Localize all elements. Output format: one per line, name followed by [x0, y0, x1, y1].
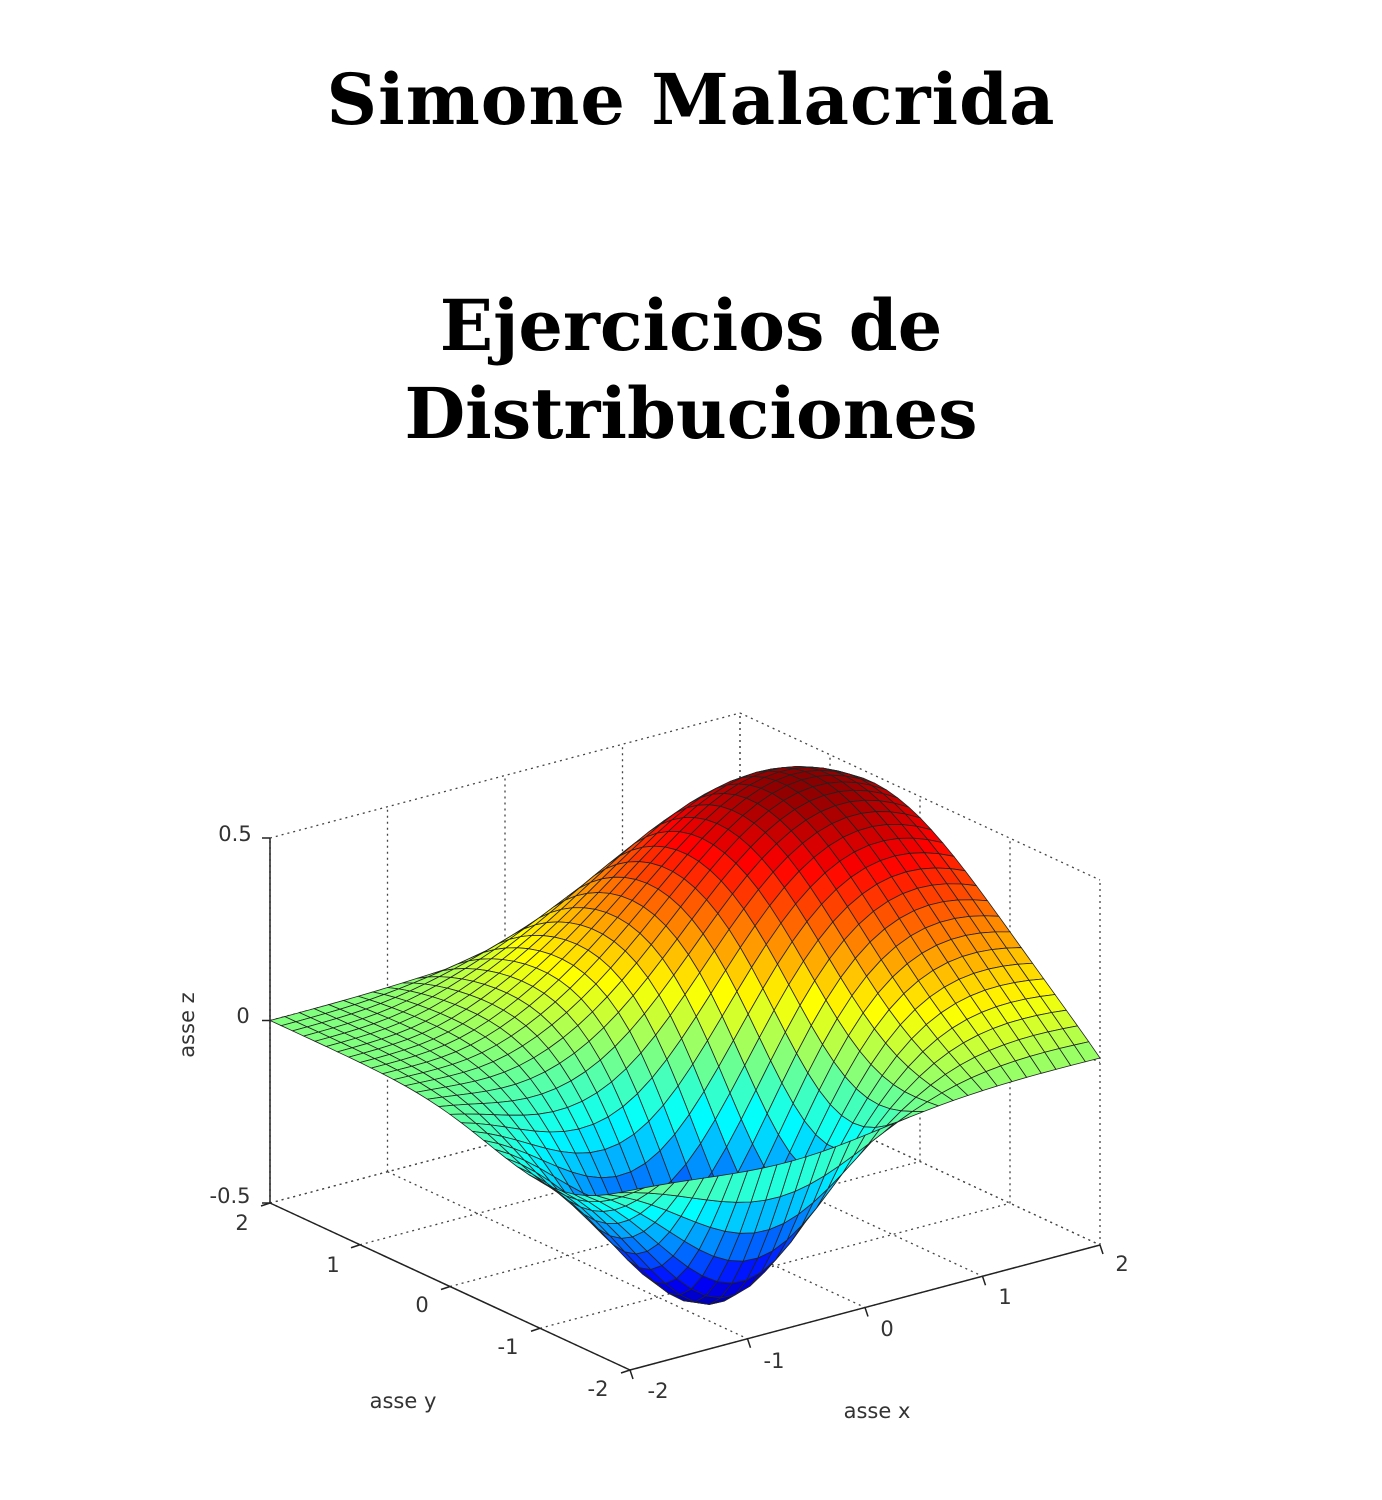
y-axis-label: asse y: [370, 1389, 437, 1413]
x-axis-label: asse x: [844, 1399, 911, 1423]
y-tick: [260, 1202, 271, 1207]
y-tick: [350, 1244, 361, 1249]
surface-patch: [618, 1187, 645, 1194]
x-tick-label: 1: [998, 1285, 1011, 1309]
axes: [260, 837, 1104, 1380]
y-tick-label: 1: [326, 1253, 339, 1277]
labels: 0.5 0 -0.5 asse z 2 1 0 -1 -2 asse y -2 …: [175, 822, 1129, 1423]
x-tick: [1099, 1244, 1104, 1255]
x-tick: [981, 1276, 987, 1286]
z-tick-label: 0: [236, 1004, 249, 1028]
y-tick: [440, 1285, 451, 1291]
z-tick-label: 0.5: [218, 822, 251, 846]
y-tick: [620, 1369, 631, 1374]
x-tick: [864, 1307, 869, 1317]
x-tick-label: 2: [1115, 1252, 1128, 1276]
z-axis-label: asse z: [175, 992, 199, 1057]
surface: [268, 766, 1101, 1305]
z-tick-label: -0.5: [210, 1184, 251, 1208]
author: Simone Malacrida: [326, 58, 1056, 141]
y-tick-label: 0: [415, 1293, 428, 1317]
x-tick: [746, 1338, 752, 1348]
box-line: [739, 712, 1101, 881]
y-tick-label: 2: [235, 1211, 248, 1235]
x-tick-label: 0: [880, 1317, 893, 1341]
y-tick-label: -1: [498, 1335, 519, 1359]
y-tick: [530, 1327, 541, 1332]
title-line: Distribuciones: [404, 372, 978, 455]
title-line: Ejercicios de: [439, 284, 943, 367]
x-tick: [629, 1369, 634, 1380]
title: Ejercicios de Distribuciones: [0, 282, 1382, 458]
y-tick-label: -2: [588, 1377, 609, 1401]
x-tick-label: -2: [648, 1379, 669, 1403]
x-tick-label: -1: [764, 1349, 785, 1373]
